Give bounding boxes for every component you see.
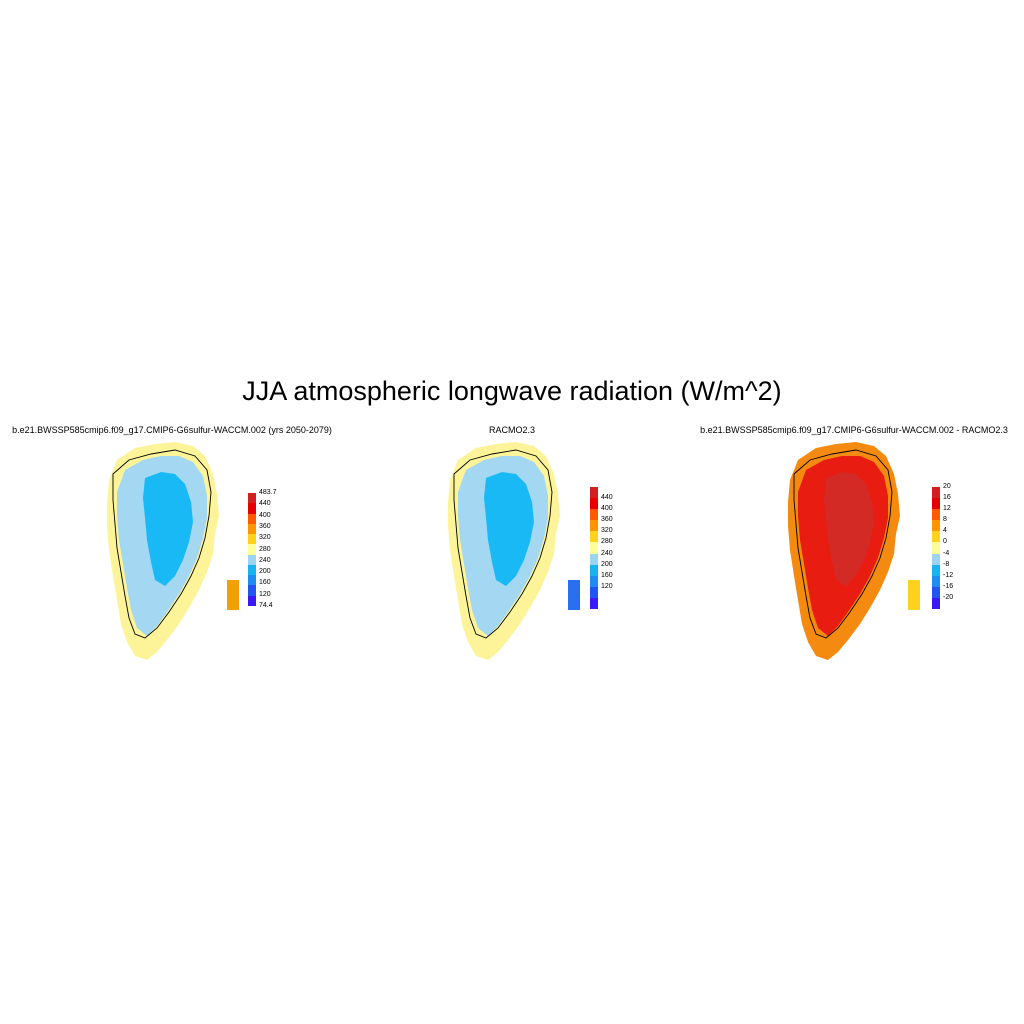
colorbar-swatch [590,586,598,599]
colorbar-label: 320 [601,527,613,535]
colorbar-model: 483.7 440 400 360 320 280 240 200 160 120 74.4 [248,489,288,609]
colorbar-obs: 440 400 360 320 280 240 200 160 120 [590,487,630,610]
colorbar-swatch [248,554,256,566]
colorbar-label: 160 [601,571,613,579]
colorbar-swatch [932,597,940,610]
ice-sheet-interior [824,472,874,586]
colorbar-swatch [248,534,256,545]
island-patch [568,580,580,610]
colorbar-swatch [248,595,256,607]
colorbar-label: 280 [259,545,271,553]
colorbar-label: -4 [943,549,950,557]
colorbar-label: 240 [601,549,613,557]
colorbar-swatch [590,597,598,610]
colorbar-label: 0 [943,538,947,546]
colorbar-swatch [932,575,940,588]
colorbar-label: 360 [601,516,613,524]
colorbar-label: 74.4 [259,602,273,609]
colorbar-swatch [590,564,598,577]
colorbar-swatch [590,487,598,499]
colorbar-label: 440 [259,500,271,508]
colorbar-label: 12 [943,505,951,513]
colorbar-swatch [248,575,256,586]
colorbar-label: 400 [601,505,613,513]
colorbar-label: 16 [943,494,951,502]
colorbar-swatch [590,531,598,543]
colorbar-swatch [248,523,256,535]
colorbar-label: 160 [259,579,271,587]
greenland-map-obs [448,442,580,660]
coastline [793,449,893,639]
colorbar-label: 20 [943,483,951,490]
colorbar-label: 483.7 [259,489,277,496]
figure-title: JJA atmospheric longwave radiation (W/m^… [242,376,782,406]
colorbar-label: -16 [943,582,954,590]
colorbar-swatch [932,586,940,599]
island-patch [908,580,920,610]
panel-title-model: b.e21.BWSSP585cmip6.f09_g17.CMIP6-G6sulf… [12,425,332,435]
coastline [453,449,553,639]
colorbar-label: 320 [259,534,271,542]
colorbar-label: 280 [601,538,613,546]
colorbar-label: 400 [259,511,271,519]
colorbar-label: 120 [601,582,613,590]
colorbar-swatch [248,564,256,576]
colorbar-swatch [932,509,940,521]
colorbar-label: 200 [601,560,613,568]
colorbar-swatch [590,553,598,566]
colorbar-label: 4 [943,527,947,535]
colorbar-swatch [248,585,256,597]
colorbar-swatch [590,520,598,532]
coastline [112,449,212,639]
colorbar-label: 8 [943,516,947,524]
colorbar-diff: 20 16 12 8 4 0 -4 -8 -12 -16 -20 [932,483,972,610]
colorbar-swatch [248,513,256,525]
colorbar-label: -20 [943,593,954,601]
panel-title-obs: RACMO2.3 [488,425,535,435]
colorbar-swatch [932,498,940,510]
colorbar-label: 120 [259,590,271,598]
colorbar-swatch [590,575,598,588]
colorbar-label: 240 [259,556,271,564]
colorbar-swatch [932,564,940,577]
colorbar-swatch [932,531,940,543]
colorbar-label: -8 [943,560,950,568]
ice-sheet-interior [143,472,193,586]
colorbar-swatch [248,503,256,515]
colorbar-swatch [590,509,598,521]
colorbar-swatch [248,544,256,556]
colorbar-swatch [932,487,940,499]
colorbar-label: -12 [943,571,954,579]
colorbar-swatch [932,542,940,555]
colorbar-label: 200 [259,568,271,576]
colorbar-swatch [590,498,598,510]
colorbar-label: 440 [601,494,613,502]
island-patch [227,580,239,610]
colorbar-label: 360 [259,522,271,530]
ice-sheet-interior [484,472,534,586]
colorbar-swatch [932,553,940,566]
colorbar-swatch [248,493,256,504]
greenland-map-diff [788,442,920,660]
colorbar-swatch [590,542,598,555]
greenland-map-model [107,442,239,660]
colorbar-swatch [932,520,940,532]
panel-title-diff: b.e21.BWSSP585cmip6.f09_g17.CMIP6-G6sulf… [700,425,1008,435]
